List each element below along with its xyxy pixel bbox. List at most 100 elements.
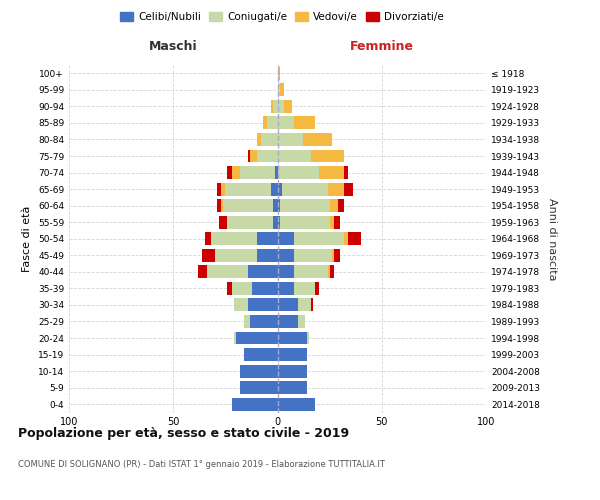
Bar — [240, 166, 275, 179]
Bar — [329, 216, 334, 228]
Bar — [329, 199, 338, 212]
Bar — [274, 100, 277, 113]
Legend: Celibi/Nubili, Coniugati/e, Vedovi/e, Divorziati/e: Celibi/Nubili, Coniugati/e, Vedovi/e, Di… — [116, 8, 448, 26]
Bar — [277, 216, 280, 228]
Bar — [217, 199, 221, 212]
Bar — [271, 182, 277, 196]
Bar — [240, 381, 277, 394]
Bar — [232, 166, 240, 179]
Bar — [215, 249, 257, 262]
Bar — [277, 381, 307, 394]
Bar — [277, 249, 294, 262]
Bar — [202, 249, 215, 262]
Bar — [206, 266, 248, 278]
Bar — [219, 216, 227, 228]
Bar — [281, 182, 328, 196]
Bar — [205, 232, 211, 245]
Bar — [274, 199, 277, 212]
Bar — [319, 166, 344, 179]
Y-axis label: Anni di nascita: Anni di nascita — [547, 198, 557, 280]
Bar — [267, 116, 277, 130]
Bar — [344, 182, 353, 196]
Bar — [248, 266, 277, 278]
Bar — [277, 116, 294, 130]
Bar — [349, 232, 361, 245]
Bar — [232, 282, 253, 295]
Bar — [277, 150, 311, 162]
Bar — [328, 182, 344, 196]
Bar — [294, 266, 328, 278]
Bar — [277, 100, 284, 113]
Bar — [277, 84, 280, 96]
Bar — [277, 282, 294, 295]
Bar — [280, 216, 329, 228]
Y-axis label: Fasce di età: Fasce di età — [22, 206, 32, 272]
Bar — [257, 249, 277, 262]
Bar — [294, 249, 332, 262]
Bar — [277, 133, 302, 146]
Bar — [344, 166, 349, 179]
Bar — [280, 199, 329, 212]
Bar — [277, 315, 298, 328]
Bar — [344, 232, 349, 245]
Bar — [221, 182, 226, 196]
Bar — [284, 100, 292, 113]
Text: Popolazione per età, sesso e stato civile - 2019: Popolazione per età, sesso e stato civil… — [18, 428, 349, 440]
Bar — [232, 398, 277, 410]
Bar — [240, 364, 277, 378]
Bar — [334, 249, 340, 262]
Bar — [332, 249, 334, 262]
Bar — [234, 332, 236, 344]
Text: Femmine: Femmine — [350, 40, 414, 54]
Bar — [198, 266, 206, 278]
Bar — [311, 298, 313, 312]
Bar — [277, 166, 319, 179]
Bar — [274, 216, 277, 228]
Bar — [277, 364, 307, 378]
Bar — [280, 84, 284, 96]
Bar — [294, 282, 315, 295]
Bar — [277, 332, 307, 344]
Bar — [223, 199, 274, 212]
Bar — [298, 298, 311, 312]
Bar — [226, 182, 271, 196]
Bar — [334, 216, 340, 228]
Bar — [211, 232, 257, 245]
Bar — [277, 348, 307, 361]
Bar — [271, 100, 274, 113]
Bar — [236, 332, 277, 344]
Bar — [244, 315, 250, 328]
Text: Maschi: Maschi — [149, 40, 197, 54]
Bar — [263, 116, 267, 130]
Bar — [257, 133, 261, 146]
Bar — [275, 166, 277, 179]
Bar — [221, 199, 223, 212]
Bar — [253, 282, 277, 295]
Bar — [294, 116, 315, 130]
Bar — [277, 266, 294, 278]
Bar — [302, 133, 332, 146]
Bar — [257, 150, 277, 162]
Bar — [248, 298, 277, 312]
Bar — [227, 216, 274, 228]
Bar — [294, 232, 344, 245]
Bar — [217, 182, 221, 196]
Bar — [277, 398, 315, 410]
Bar — [311, 150, 344, 162]
Bar — [338, 199, 344, 212]
Bar — [227, 282, 232, 295]
Text: COMUNE DI SOLIGNANO (PR) - Dati ISTAT 1° gennaio 2019 - Elaborazione TUTTITALIA.: COMUNE DI SOLIGNANO (PR) - Dati ISTAT 1°… — [18, 460, 385, 469]
Bar — [277, 298, 298, 312]
Bar — [315, 282, 319, 295]
Bar — [277, 67, 280, 80]
Bar — [248, 150, 250, 162]
Bar — [329, 266, 334, 278]
Bar — [277, 182, 281, 196]
Bar — [307, 332, 309, 344]
Bar — [277, 199, 280, 212]
Bar — [257, 232, 277, 245]
Bar — [234, 298, 248, 312]
Bar — [244, 348, 277, 361]
Bar — [250, 150, 257, 162]
Bar — [250, 315, 277, 328]
